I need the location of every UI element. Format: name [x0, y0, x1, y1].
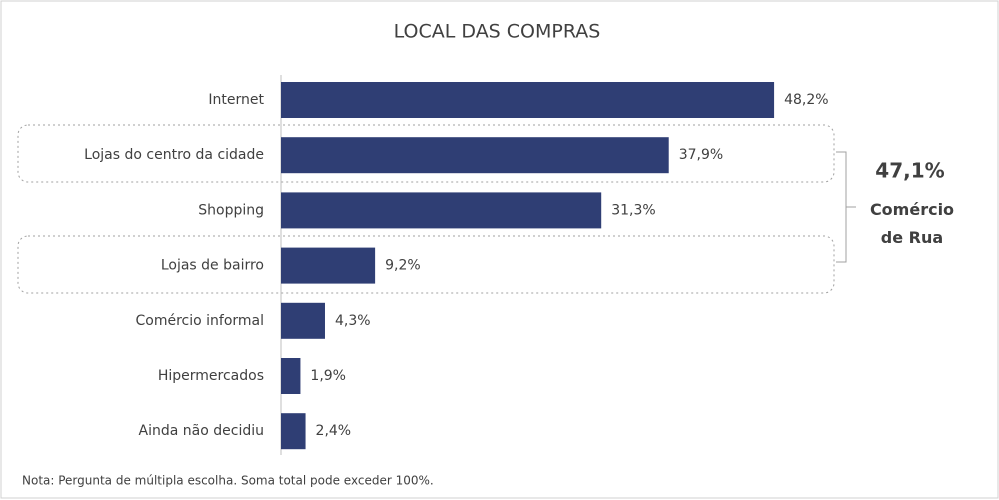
category-label: Hipermercados [158, 368, 264, 384]
value-label: 1,9% [310, 368, 346, 384]
bar [281, 137, 669, 174]
category-label: Lojas do centro da cidade [84, 147, 264, 163]
value-label: 9,2% [385, 258, 421, 274]
bar [281, 358, 301, 394]
group-box [17, 124, 835, 183]
bar [281, 192, 602, 229]
category-label: Shopping [198, 202, 264, 218]
bar [281, 247, 376, 284]
value-label: 31,3% [611, 202, 655, 218]
category-label: Internet [208, 92, 264, 108]
annotation-text: Comércio de Rua [869, 200, 955, 247]
bar [281, 82, 775, 118]
annotation-value: 47,1% [875, 159, 944, 183]
category-label: Comércio informal [135, 313, 264, 329]
category-label: Lojas de bairro [161, 258, 264, 274]
value-label: 4,3% [335, 313, 371, 329]
note: Nota: Pergunta de múltipla escolha. Soma… [22, 474, 434, 488]
chart-title: LOCAL DAS COMPRAS [394, 21, 601, 43]
value-label: 37,9% [679, 147, 723, 163]
value-label: 48,2% [784, 92, 828, 108]
category-label: Ainda não decidiu [139, 423, 264, 439]
value-label: 2,4% [316, 423, 352, 439]
bar [281, 302, 325, 339]
bracket [836, 151, 856, 263]
group-box [17, 235, 835, 294]
bar [281, 413, 306, 450]
